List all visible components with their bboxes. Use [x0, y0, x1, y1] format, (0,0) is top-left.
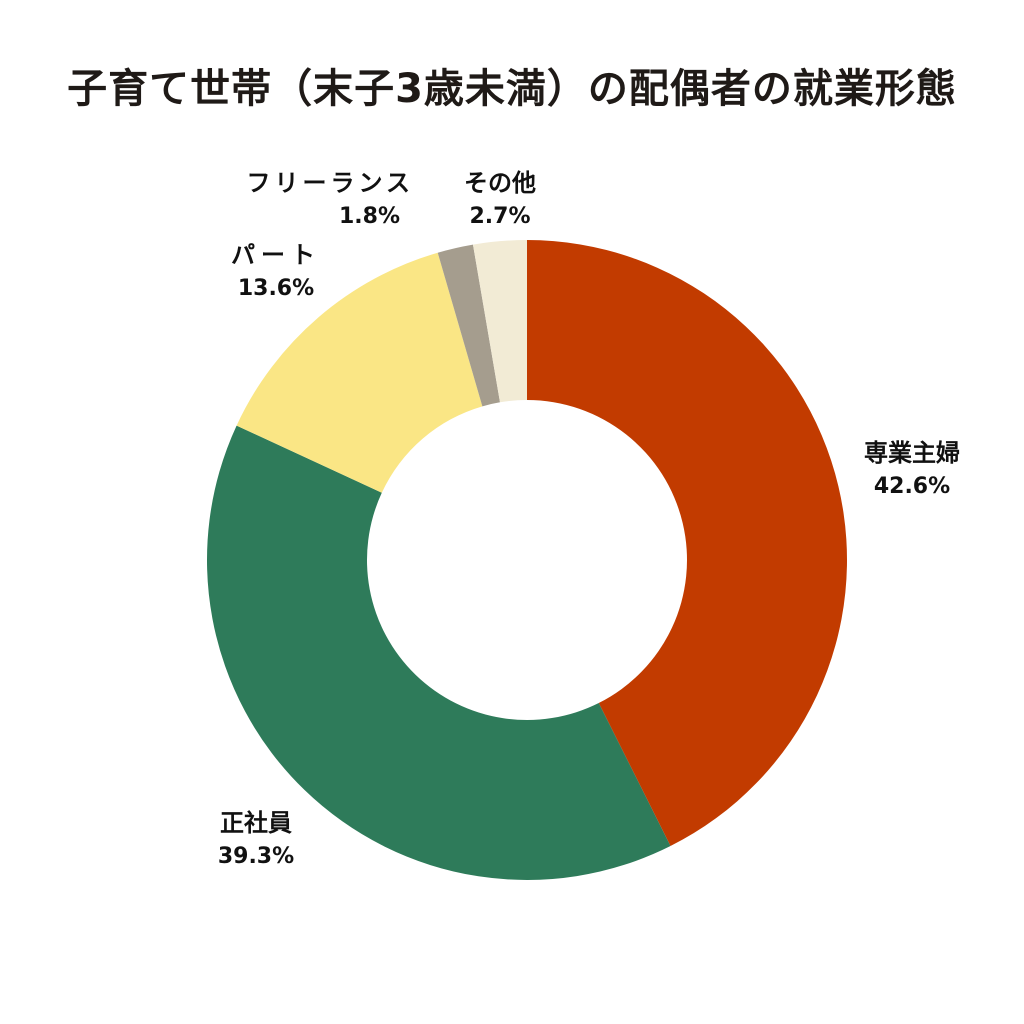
label-name: 正社員: [220, 809, 292, 837]
label-name: パート: [231, 241, 321, 269]
label-value: 42.6%: [873, 474, 951, 499]
donut-slice: [527, 240, 848, 847]
label-name: 専業主婦: [864, 439, 960, 467]
chart-title: 子育て世帯（末子3歳未満）の配偶者の就業形態: [67, 66, 957, 112]
label-value: 1.8%: [338, 204, 400, 229]
donut-slice: [206, 425, 671, 880]
label-value: 13.6%: [237, 276, 315, 301]
label-sengyo-shufu: 専業主婦 42.6%: [842, 436, 982, 504]
label-value: 2.7%: [469, 204, 531, 229]
label-seishain: 正社員 39.3%: [196, 806, 316, 874]
label-value: 39.3%: [217, 844, 295, 869]
label-part: パート 13.6%: [216, 238, 336, 306]
donut-slice: [236, 252, 483, 493]
label-sonota: その他 2.7%: [440, 166, 560, 234]
label-name: その他: [464, 169, 536, 197]
donut-slices: [206, 240, 848, 880]
label-name: フリーランス: [246, 169, 414, 197]
donut-slice: [472, 240, 527, 403]
donut-slice: [437, 244, 500, 407]
label-freelance: フリーランス 1.8%: [214, 166, 414, 234]
